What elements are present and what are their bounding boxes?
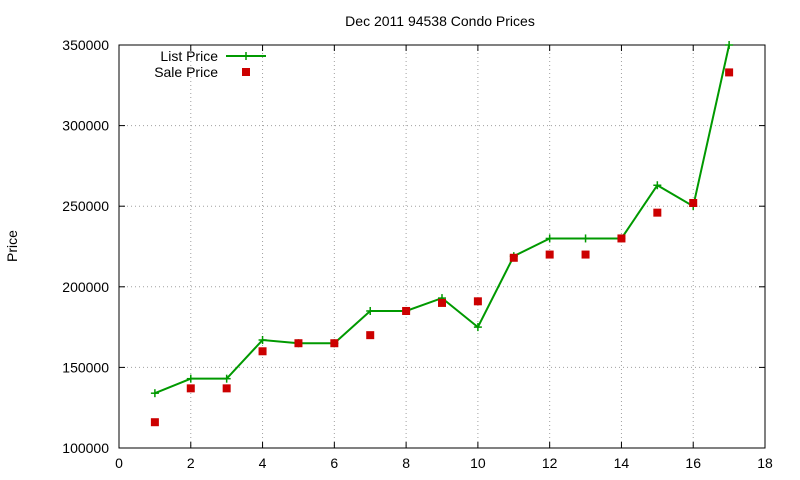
- data-point: [150, 389, 159, 398]
- chart-title: Dec 2011 94538 Condo Prices: [345, 13, 535, 29]
- data-point: [258, 347, 267, 356]
- y-tick-label: 200000: [62, 279, 109, 295]
- series-line: [154, 44, 731, 395]
- y-axis-title: Price: [4, 230, 20, 262]
- data-point: [438, 298, 446, 307]
- data-point: [545, 234, 554, 243]
- data-point: [402, 306, 411, 315]
- x-tick-label: 10: [470, 455, 486, 471]
- data-point: [222, 384, 231, 393]
- data-point: [473, 297, 482, 306]
- data-point: [689, 198, 698, 207]
- data-point: [725, 41, 734, 49]
- data-point: [294, 339, 303, 348]
- series-layer: [150, 41, 734, 427]
- legend-label: List Price: [160, 48, 218, 64]
- x-tick-label: 14: [614, 455, 630, 471]
- plot-frame: [118, 44, 766, 449]
- data-point: [653, 208, 662, 217]
- data-point: [150, 418, 159, 427]
- series-sale-price: [150, 68, 734, 427]
- data-point: [473, 323, 482, 332]
- y-tick-label: 250000: [62, 198, 109, 214]
- x-tick-label: 0: [115, 455, 123, 471]
- legend-swatch-marker: [242, 52, 250, 60]
- y-tick-label: 300000: [62, 118, 109, 134]
- data-point: [725, 68, 734, 77]
- data-point: [581, 250, 590, 259]
- legend-swatch-marker: [242, 68, 250, 76]
- legend-label: Sale Price: [154, 64, 218, 80]
- data-point: [581, 234, 590, 243]
- data-point: [653, 181, 662, 190]
- x-tick-label: 2: [187, 455, 195, 471]
- x-tick-label: 12: [542, 455, 558, 471]
- data-point: [222, 374, 231, 383]
- y-tick-label: 150000: [62, 359, 109, 375]
- y-tick-label: 100000: [62, 440, 109, 456]
- data-point: [330, 339, 339, 348]
- data-point: [545, 250, 554, 259]
- data-point: [509, 253, 518, 262]
- x-tick-label: 16: [685, 455, 701, 471]
- axes: 0 2 4 6 8 10 12 14 16 18 100000 150000 200000 250000 3…: [62, 37, 773, 471]
- x-tick-label: 4: [259, 455, 267, 471]
- x-tick-label: 18: [757, 455, 773, 471]
- data-point: [366, 331, 375, 340]
- grid-lines: [119, 45, 765, 448]
- x-tick-label: 8: [402, 455, 410, 471]
- data-point: [366, 306, 375, 315]
- data-point: [617, 234, 626, 243]
- data-point: [258, 335, 267, 344]
- data-point: [186, 374, 195, 383]
- x-tick-label: 6: [330, 455, 338, 471]
- data-point: [186, 384, 195, 393]
- y-tick-label: 350000: [62, 37, 109, 53]
- series-list-price: [150, 41, 734, 398]
